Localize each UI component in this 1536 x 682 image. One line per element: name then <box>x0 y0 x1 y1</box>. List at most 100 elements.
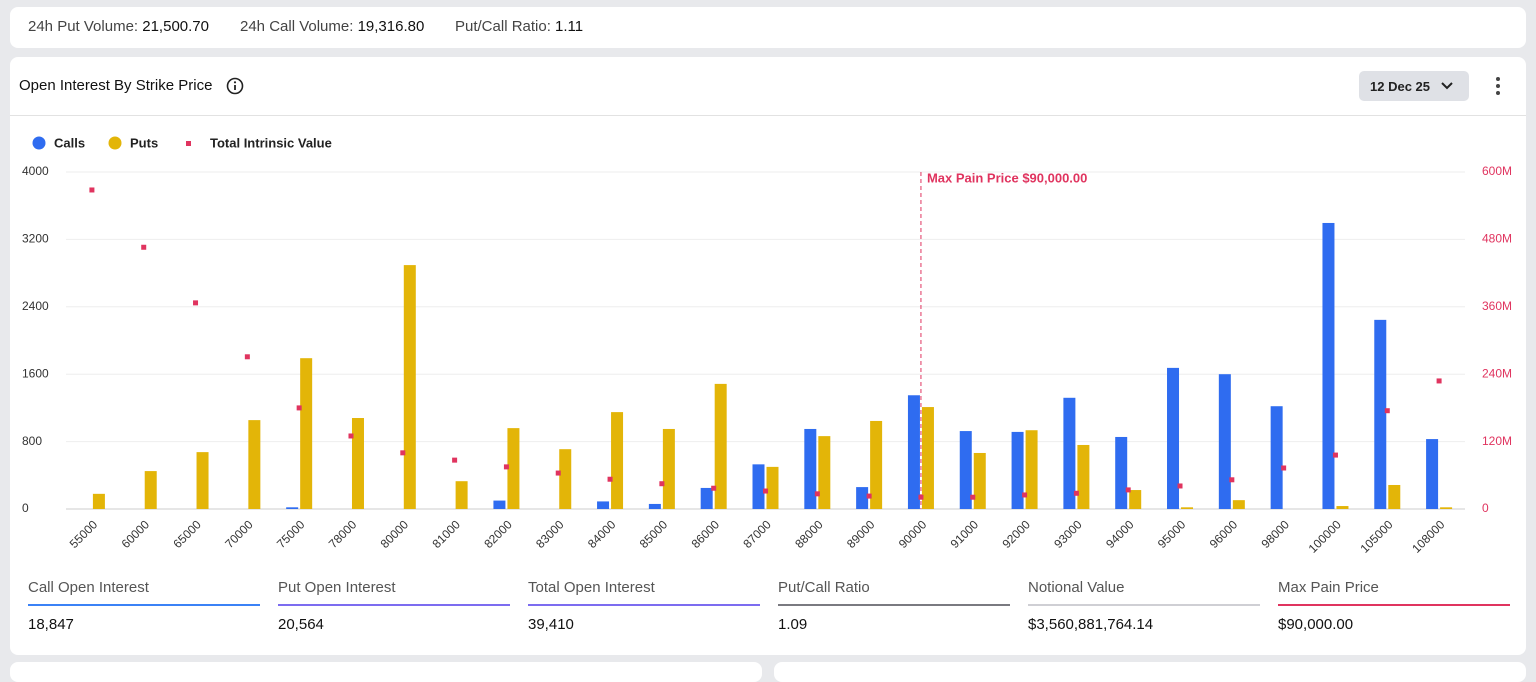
data-point <box>555 470 561 476</box>
stat: Put/Call Ratio: 1.11 <box>455 18 583 35</box>
bar <box>144 471 157 509</box>
data-point <box>1022 492 1028 498</box>
data-point <box>296 405 302 411</box>
y-tick-label: 2400 <box>22 299 49 313</box>
stat-value: 21,500.70 <box>142 18 209 35</box>
summary-item: Put Open Interest 20,564 <box>278 579 510 633</box>
x-tick-label: 87000 <box>740 517 774 551</box>
x-tick-label: 105000 <box>1357 517 1395 555</box>
summary-label: Notional Value <box>1028 579 1260 606</box>
stat-value: 1.11 <box>555 18 584 35</box>
x-tick-label: 89000 <box>844 517 878 551</box>
data-point <box>607 476 613 482</box>
bar <box>907 395 920 509</box>
bar <box>1336 506 1349 509</box>
x-tick-label: 84000 <box>585 517 619 551</box>
bar <box>92 493 105 509</box>
x-tick-label: 85000 <box>637 517 671 551</box>
bar <box>1181 507 1194 509</box>
data-point <box>452 457 458 463</box>
bar <box>507 428 520 509</box>
stat-value: 19,316.80 <box>357 18 425 35</box>
bar <box>1388 484 1401 509</box>
bar <box>1232 500 1245 509</box>
summary-label: Call Open Interest <box>28 579 260 606</box>
y2-tick-label: 480M <box>1482 232 1512 246</box>
chart: 0 800 1600 2400 3200 4000 0 120M 240M 360M 480M 600… <box>22 135 1512 555</box>
x-tick-label: 88000 <box>792 517 826 551</box>
divider <box>10 115 1526 116</box>
x-tick-label: 95000 <box>1155 517 1189 551</box>
x-tick-label: 96000 <box>1207 517 1241 551</box>
summary-label: Max Pain Price <box>1278 579 1510 606</box>
x-tick-label: 55000 <box>67 517 101 551</box>
annotation: Max Pain Price $90,000.00 <box>927 170 1087 185</box>
summary-label: Total Open Interest <box>528 579 760 606</box>
x-tick-label: 100000 <box>1306 517 1344 555</box>
bar <box>973 452 986 509</box>
bar <box>1374 319 1387 509</box>
x-tick-label: 108000 <box>1409 517 1447 555</box>
date-label: 12 Dec 25 <box>1370 79 1430 94</box>
data-point <box>193 300 199 306</box>
x-tick-label: 70000 <box>222 517 256 551</box>
summary-value: 18,847 <box>28 616 74 633</box>
x-tick-label: 98000 <box>1259 517 1293 551</box>
summary-item: Call Open Interest 18,847 <box>28 579 260 633</box>
y2-tick-label: 0 <box>1482 501 1489 515</box>
stat-label: 24h Put Volume: <box>28 18 139 35</box>
data-point <box>400 450 406 456</box>
legend-label: Calls <box>54 135 85 150</box>
panel-below <box>10 662 762 682</box>
x-tick-label: 65000 <box>170 517 204 551</box>
bar <box>921 407 934 509</box>
bar <box>856 487 869 509</box>
x-tick-label: 93000 <box>1051 517 1085 551</box>
info-icon[interactable] <box>226 77 244 95</box>
summary-item: Total Open Interest 39,410 <box>528 579 760 633</box>
data-point <box>1177 483 1183 489</box>
bar <box>1077 444 1090 509</box>
bar <box>286 507 299 509</box>
legend-label: Puts <box>130 135 158 150</box>
bar <box>403 265 416 509</box>
y2-tick-label: 120M <box>1482 434 1512 448</box>
y2-tick-label: 240M <box>1482 366 1512 380</box>
summary-value: $3,560,881,764.14 <box>1028 616 1154 633</box>
bar <box>804 428 817 509</box>
bar <box>1167 367 1180 509</box>
bar <box>1270 406 1283 509</box>
y2-tick-label: 600M <box>1482 164 1512 178</box>
menu-icon[interactable] <box>1491 75 1505 97</box>
stat: 24h Put Volume: 21,500.70 <box>28 18 209 35</box>
bar <box>1063 397 1076 509</box>
y-tick-label: 800 <box>22 434 42 448</box>
x-tick-label: 60000 <box>119 517 153 551</box>
bar <box>196 452 209 509</box>
data-point <box>1384 408 1390 414</box>
data-point <box>763 488 768 494</box>
data-point <box>970 494 976 500</box>
summary-item: Max Pain Price $90,000.00 <box>1278 579 1510 633</box>
data-point <box>1229 477 1235 483</box>
summary-value: 1.09 <box>778 616 808 633</box>
bar <box>351 418 364 509</box>
summary-label: Put Open Interest <box>278 579 510 606</box>
x-tick-label: 80000 <box>378 517 412 551</box>
bar <box>1115 436 1128 509</box>
x-tick-label: 82000 <box>481 517 515 551</box>
x-tick-label: 91000 <box>948 517 982 551</box>
bar <box>870 420 883 509</box>
bar <box>611 412 624 509</box>
summary-label: Put/Call Ratio <box>778 579 1010 606</box>
summary-item: Notional Value $3,560,881,764.14 <box>1028 579 1260 633</box>
data-point <box>866 493 872 499</box>
data-point <box>1332 452 1338 458</box>
panel <box>10 57 1526 655</box>
legend-marker <box>186 141 191 146</box>
date-select[interactable]: 12 Dec 25 <box>1359 71 1469 101</box>
data-point <box>503 464 509 470</box>
y-tick-label: 4000 <box>22 164 49 178</box>
bar <box>455 481 468 509</box>
bar <box>959 431 972 509</box>
